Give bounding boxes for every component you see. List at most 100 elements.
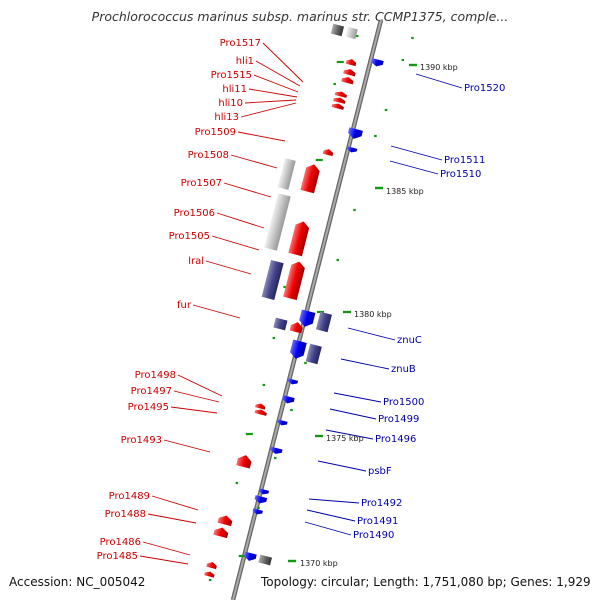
gene-feature <box>322 149 334 157</box>
gene-feature <box>255 403 266 410</box>
accession-text: Accession: NC_005042 <box>9 575 146 589</box>
gene-label-pro1515: Pro1515 <box>211 70 252 81</box>
gene-label-pro1497: Pro1497 <box>131 386 172 397</box>
leader-line <box>325 429 374 440</box>
gene-feature <box>277 158 296 190</box>
forward-gene-labels: Pro1520 Pro1511 Pro1510 znuC znuB Pro150… <box>353 83 505 541</box>
leader-line <box>142 541 191 556</box>
leader-line <box>340 358 390 370</box>
gene-feature <box>264 193 291 251</box>
gene-label-pro1488: Pro1488 <box>105 509 146 520</box>
gene-feature <box>213 527 229 539</box>
leader-line <box>248 88 298 98</box>
backbone <box>230 19 384 600</box>
gene-label-pro1486: Pro1486 <box>100 537 141 548</box>
gene-feature <box>204 571 215 578</box>
gene-feature <box>273 317 288 331</box>
gene-label-znub: znuB <box>391 364 416 375</box>
gene-feature <box>287 378 299 385</box>
leader-line <box>223 182 272 198</box>
gene-label-pro1517: Pro1517 <box>220 38 261 49</box>
leader-line <box>192 304 241 319</box>
gene-feature <box>244 551 257 561</box>
leader-line <box>333 392 382 403</box>
leader-line <box>304 521 352 536</box>
leader-line <box>147 513 197 524</box>
gene-feature <box>333 97 346 104</box>
gene-label-pro1496: Pro1496 <box>375 434 416 445</box>
leader-line <box>255 60 301 87</box>
leader-line <box>306 509 356 522</box>
tick-label-1370: 1370 kbp <box>300 559 338 568</box>
gene-label-iral: lrаl <box>188 256 204 267</box>
tick-label-1380: 1380 kbp <box>354 310 392 319</box>
leader-line <box>139 555 189 565</box>
leader-line <box>329 408 377 420</box>
gene-feature <box>305 343 322 365</box>
gene-feature <box>346 146 358 153</box>
gene-label-pro1491: Pro1491 <box>357 516 398 527</box>
gene-feature <box>277 419 288 426</box>
gene-label-pro1506: Pro1506 <box>174 208 215 219</box>
label-leader-lines <box>139 42 463 565</box>
gene-label-pro1510: Pro1510 <box>440 169 481 180</box>
gene-feature <box>300 164 320 194</box>
leader-line <box>253 74 299 93</box>
gene-feature <box>270 446 283 454</box>
gene-label-psbf: psbF <box>368 466 392 477</box>
leader-line <box>230 154 278 169</box>
topology-text: Topology: circular; Length: 1,751,080 bp… <box>261 575 591 589</box>
gene-feature <box>341 77 354 85</box>
gene-label-pro1498: Pro1498 <box>135 370 176 381</box>
gene-label-pro1492: Pro1492 <box>361 498 402 509</box>
gene-feature <box>343 69 356 77</box>
gene-label-pro1490: Pro1490 <box>353 530 394 541</box>
gene-label-hli13: hli13 <box>214 112 239 123</box>
gene-feature <box>217 515 233 527</box>
gene-feature <box>348 127 363 139</box>
gene-label-pro1493: Pro1493 <box>121 435 162 446</box>
leader-line <box>244 99 297 104</box>
gene-label-pro1505: Pro1505 <box>169 231 210 242</box>
gene-label-pro1499: Pro1499 <box>378 414 419 425</box>
gene-feature <box>261 259 284 301</box>
gene-feature <box>289 322 303 334</box>
scale-labels: 1390 kbp 1385 kbp 1380 kbp 1375 kbp 1370… <box>300 63 458 568</box>
leader-line <box>262 42 304 83</box>
gene-feature <box>290 339 307 359</box>
leader-line <box>177 374 223 397</box>
leader-line <box>211 235 260 251</box>
gene-features <box>204 23 384 578</box>
leader-line <box>347 327 396 341</box>
leader-line <box>389 160 439 175</box>
gene-feature <box>236 455 252 469</box>
gene-label-hli1: hli1 <box>236 56 254 67</box>
gene-label-pro1500: Pro1500 <box>383 397 424 408</box>
gene-label-pro1520: Pro1520 <box>464 83 505 94</box>
gene-label-pro1508: Pro1508 <box>188 150 229 161</box>
tick-label-1390: 1390 kbp <box>420 63 458 72</box>
gene-feature <box>334 91 347 98</box>
gene-label-hli10: hli10 <box>218 98 243 109</box>
reverse-gene-labels: Pro1517 hli1 Pro1515 hli11 hli10 hli13 P… <box>97 38 261 562</box>
gene-feature <box>283 261 305 301</box>
gene-feature <box>252 508 263 515</box>
gene-label-pro1485: Pro1485 <box>97 551 138 562</box>
gene-label-pro1511: Pro1511 <box>444 155 485 166</box>
leader-line <box>237 131 286 142</box>
map-title: Prochlorococcus marinus subsp. marinus s… <box>91 9 509 24</box>
tick-label-1385: 1385 kbp <box>386 187 424 196</box>
leader-line <box>216 212 265 229</box>
gene-label-pro1489: Pro1489 <box>109 491 150 502</box>
gene-feature <box>206 562 217 570</box>
tick-label-1375: 1375 kbp <box>326 434 364 443</box>
leader-line <box>415 73 463 89</box>
gene-feature <box>345 59 357 67</box>
leader-line <box>163 439 211 453</box>
leader-line <box>390 145 443 161</box>
gene-label-hli11: hli11 <box>222 84 247 95</box>
gene-label-znuc: znuC <box>397 335 422 346</box>
gene-feature <box>288 221 310 257</box>
gene-feature <box>254 495 268 504</box>
